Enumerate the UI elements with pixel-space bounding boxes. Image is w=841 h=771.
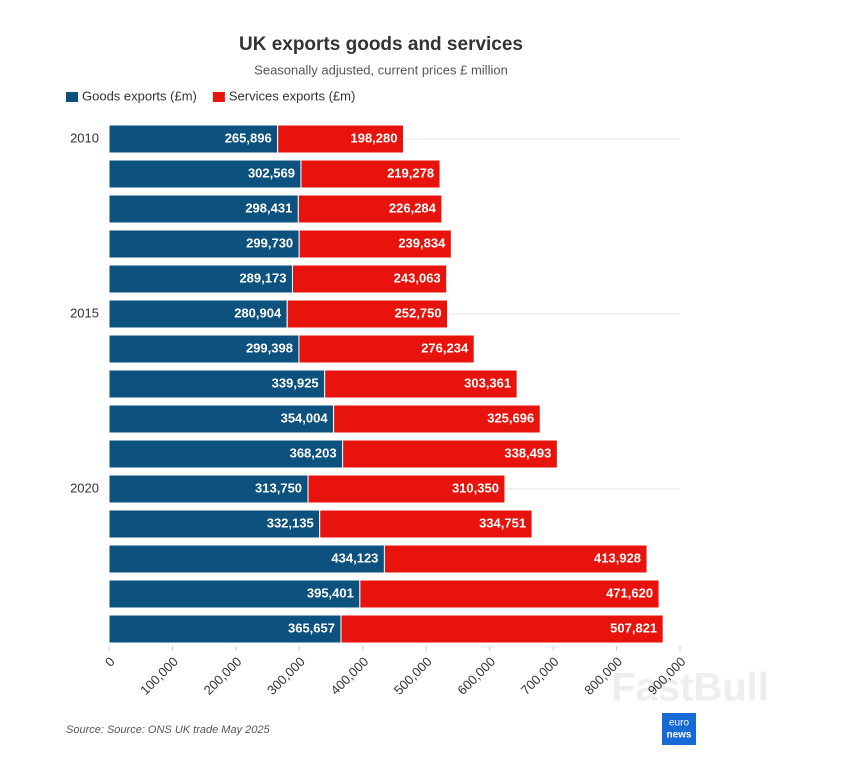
value-label: 239,834	[398, 235, 446, 250]
bar	[298, 229, 452, 259]
bar	[277, 124, 404, 154]
legend-swatch	[66, 92, 78, 102]
bar	[108, 194, 299, 224]
x-tick-label: 500,000	[391, 654, 435, 698]
logo-text: news	[666, 730, 691, 741]
bar	[108, 509, 321, 539]
value-label: 338,493	[504, 445, 551, 460]
value-label: 354,004	[281, 410, 329, 425]
bar	[333, 404, 541, 434]
bar	[108, 159, 302, 189]
value-label: 243,063	[394, 270, 441, 285]
value-label: 368,203	[290, 445, 337, 460]
bar	[108, 579, 361, 609]
value-label: 303,361	[464, 375, 511, 390]
x-tick-label: 100,000	[137, 654, 181, 698]
legend-label: Goods exports (£m)	[82, 88, 197, 103]
bar	[291, 264, 448, 294]
value-label: 332,135	[267, 515, 314, 530]
bar	[108, 614, 342, 644]
bar	[300, 159, 441, 189]
watermark: FastBull	[611, 666, 769, 710]
value-label: 265,896	[225, 130, 272, 145]
value-label: 299,730	[246, 235, 293, 250]
bar	[383, 544, 648, 574]
legend-swatch	[212, 92, 225, 102]
x-tick-label: 700,000	[518, 654, 562, 698]
bar	[108, 474, 309, 504]
value-label: 365,657	[288, 620, 335, 635]
bar	[298, 334, 475, 364]
value-label: 434,123	[331, 550, 378, 565]
bar	[319, 509, 533, 539]
value-label: 198,280	[350, 130, 397, 145]
x-tick-label: 0	[102, 654, 118, 670]
value-label: 507,821	[610, 620, 657, 635]
bar	[108, 439, 344, 469]
value-label: 313,750	[255, 480, 302, 495]
value-label: 339,925	[272, 375, 319, 390]
logo-text: euro	[669, 718, 689, 729]
value-label: 276,234	[421, 340, 469, 355]
value-label: 395,401	[307, 585, 354, 600]
value-label: 226,284	[389, 200, 437, 215]
bar	[108, 369, 326, 399]
legend-label: Services exports (£m)	[229, 88, 355, 103]
bar	[340, 614, 664, 644]
value-label: 325,696	[487, 410, 534, 425]
value-label: 289,173	[239, 270, 286, 285]
bar	[307, 474, 506, 504]
logo-box	[662, 713, 696, 745]
bar	[324, 369, 518, 399]
x-tick-label: 200,000	[201, 654, 245, 698]
y-tick-label: 2015	[70, 305, 99, 320]
y-tick-label: 2020	[70, 480, 99, 495]
value-label: 302,569	[248, 165, 295, 180]
x-tick-label: 300,000	[264, 654, 308, 698]
value-label: 334,751	[479, 515, 526, 530]
value-label: 413,928	[594, 550, 641, 565]
bar	[286, 299, 449, 329]
source: Source: Source: ONS UK trade May 2025	[66, 724, 270, 736]
value-label: 299,398	[246, 340, 293, 355]
bar	[108, 334, 300, 364]
bar	[108, 124, 279, 154]
value-label: 252,750	[395, 305, 442, 320]
x-tick-label: 400,000	[327, 654, 371, 698]
value-label: 298,431	[245, 200, 292, 215]
value-label: 219,278	[387, 165, 434, 180]
value-label: 280,904	[234, 305, 282, 320]
bar	[342, 439, 558, 469]
bar	[108, 544, 385, 574]
bar	[108, 229, 300, 259]
value-label: 310,350	[452, 480, 499, 495]
bar	[359, 579, 660, 609]
x-tick-label: 600,000	[454, 654, 498, 698]
bar	[297, 194, 443, 224]
y-tick-label: 2010	[70, 130, 99, 145]
value-label: 471,620	[606, 585, 653, 600]
chart-title: UK exports goods and services	[239, 34, 523, 55]
chart-subtitle: Seasonally adjusted, current prices £ mi…	[254, 62, 508, 77]
